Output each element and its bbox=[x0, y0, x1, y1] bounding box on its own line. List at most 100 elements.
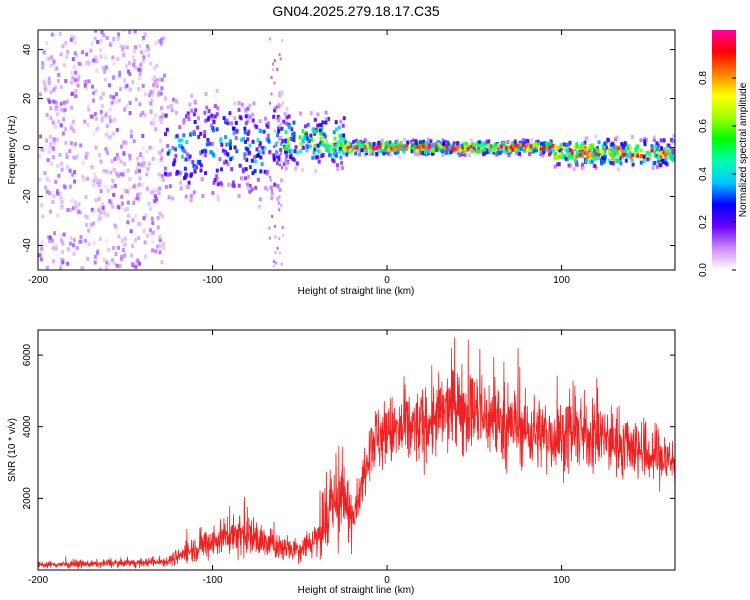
heatmap-cell bbox=[193, 120, 197, 124]
heatmap-cell bbox=[117, 174, 121, 179]
heatmap-cell bbox=[484, 141, 488, 146]
heatmap-cell bbox=[578, 150, 581, 155]
heatmap-cell bbox=[156, 215, 160, 220]
heatmap-cell bbox=[318, 123, 322, 127]
heatmap-cell bbox=[139, 151, 143, 156]
heatmap-cell bbox=[138, 176, 142, 181]
heatmap-cell bbox=[332, 147, 336, 152]
heatmap-cell bbox=[276, 68, 279, 71]
heatmap-cell bbox=[372, 142, 376, 147]
heatmap-cell bbox=[84, 60, 88, 65]
heatmap-cell bbox=[105, 132, 109, 137]
heatmap-cell bbox=[246, 106, 250, 111]
heatmap-cell bbox=[311, 155, 315, 160]
heatmap-cell bbox=[529, 144, 533, 149]
heatmap-cell bbox=[203, 110, 207, 115]
heatmap-cell bbox=[130, 261, 134, 266]
heatmap-cell bbox=[174, 153, 178, 158]
heatmap-cell bbox=[76, 210, 80, 215]
heatmap-cell bbox=[123, 161, 126, 166]
heatmap-cell bbox=[489, 147, 493, 152]
heatmap-cell bbox=[518, 143, 522, 148]
heatmap-cell bbox=[655, 147, 659, 152]
heatmap-cell bbox=[199, 131, 203, 136]
heatmap-cell bbox=[38, 154, 42, 159]
heatmap-cell bbox=[99, 159, 103, 164]
heatmap-cell bbox=[100, 118, 104, 123]
heatmap-cell bbox=[168, 184, 172, 189]
heatmap-cell bbox=[237, 183, 241, 188]
snr-frame bbox=[37, 329, 676, 571]
heatmap-cell bbox=[203, 130, 207, 134]
heatmap-cell bbox=[458, 153, 462, 157]
heatmap-cell bbox=[444, 143, 448, 148]
heatmap-cell bbox=[597, 140, 601, 145]
heatmap-cell bbox=[166, 151, 170, 156]
heatmap-cell bbox=[639, 148, 643, 153]
heatmap-cell bbox=[94, 55, 98, 60]
heatmap-cell bbox=[48, 178, 52, 183]
heatmap-cell bbox=[151, 157, 155, 162]
heatmap-cell bbox=[113, 183, 117, 188]
heatmap-cell bbox=[66, 261, 70, 266]
heatmap-cell bbox=[240, 138, 243, 142]
heatmap-cell bbox=[76, 61, 80, 66]
heatmap-cell bbox=[301, 139, 305, 144]
heatmap-cell bbox=[243, 152, 247, 157]
heatmap-cell bbox=[275, 144, 278, 148]
heatmap-cell bbox=[475, 149, 478, 154]
heatmap-cell bbox=[564, 147, 568, 152]
heatmap-cell bbox=[230, 167, 234, 172]
heatmap-cell bbox=[426, 137, 430, 142]
heatmap-cell bbox=[342, 138, 346, 143]
heatmap-cell bbox=[80, 265, 84, 270]
heatmap-cell bbox=[99, 210, 103, 215]
heatmap-cell bbox=[320, 142, 324, 147]
heatmap-cell bbox=[144, 49, 148, 53]
heatmap-cell bbox=[147, 162, 151, 167]
heatmap-cell bbox=[266, 124, 270, 129]
heatmap-cell bbox=[49, 90, 53, 95]
heatmap-cell bbox=[123, 169, 127, 174]
heatmap-cell bbox=[225, 118, 229, 123]
heatmap-cell bbox=[149, 231, 153, 236]
heatmap-cell bbox=[152, 189, 155, 194]
heatmap-cell bbox=[72, 155, 76, 160]
heatmap-cell bbox=[162, 241, 166, 246]
heatmap-cell bbox=[435, 148, 438, 153]
colorbar-tick-label: 0.6 bbox=[698, 119, 709, 133]
heatmap-cell bbox=[476, 143, 480, 148]
heatmap-cell bbox=[670, 156, 674, 161]
heatmap-cell bbox=[273, 105, 276, 109]
heatmap-cell bbox=[228, 111, 232, 116]
heatmap-cell bbox=[271, 215, 274, 218]
heatmap-cell bbox=[196, 159, 200, 164]
heatmap-cell bbox=[392, 147, 396, 152]
y-tick-label: 6000 bbox=[22, 344, 33, 367]
heatmap-cell bbox=[70, 34, 74, 39]
heatmap-cell bbox=[132, 62, 136, 67]
heatmap-cell bbox=[582, 165, 586, 170]
heatmap-cell bbox=[123, 140, 126, 145]
heatmap-cell bbox=[159, 115, 163, 120]
heatmap-cell bbox=[102, 210, 106, 215]
heatmap-cell bbox=[129, 185, 133, 190]
heatmap-cell bbox=[573, 145, 577, 150]
heatmap-cell bbox=[462, 143, 466, 148]
heatmap-cell bbox=[43, 88, 47, 93]
heatmap-cell bbox=[138, 67, 142, 72]
heatmap-cell bbox=[251, 112, 255, 117]
heatmap-cell bbox=[642, 159, 646, 163]
heatmap-cell bbox=[48, 80, 52, 85]
heatmap-cell bbox=[398, 144, 402, 149]
heatmap-cell bbox=[48, 144, 52, 149]
heatmap-cell bbox=[285, 147, 289, 152]
heatmap-cell bbox=[272, 156, 276, 161]
heatmap-cell bbox=[50, 119, 54, 124]
heatmap-cell bbox=[64, 140, 68, 145]
heatmap-cell bbox=[134, 213, 138, 218]
heatmap-cell bbox=[59, 101, 63, 106]
heatmap-cell bbox=[392, 143, 396, 148]
heatmap-cell bbox=[659, 157, 663, 162]
heatmap-cell bbox=[128, 153, 132, 158]
